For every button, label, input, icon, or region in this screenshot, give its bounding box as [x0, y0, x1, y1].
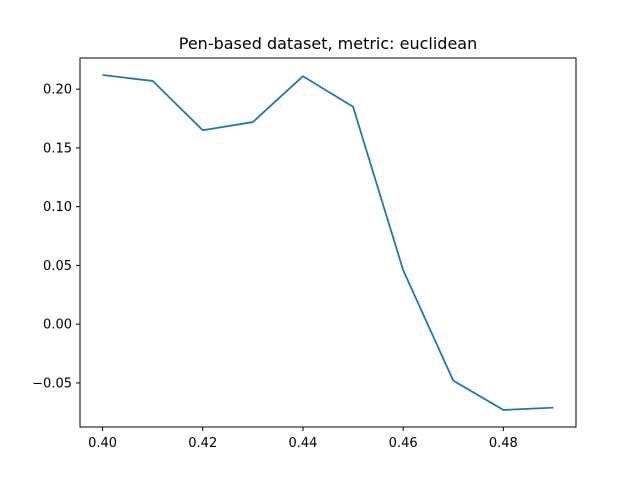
plot-area-frame: [79, 57, 577, 428]
y-tick-label: 0.20: [43, 83, 72, 98]
y-tick-label: 0.15: [43, 141, 72, 156]
x-tick-label: 0.46: [389, 436, 418, 451]
y-axis: −0.05 0.00 0.05 0.10 0.15 0.20: [32, 83, 80, 391]
x-tick-label: 0.44: [288, 436, 317, 451]
x-tick-label: 0.48: [489, 436, 518, 451]
y-tick-label: −0.05: [32, 376, 72, 391]
y-tick-label: 0.00: [43, 318, 72, 333]
chart-title: Pen-based dataset, metric: euclidean: [179, 34, 478, 53]
y-tick-label: 0.05: [43, 259, 72, 274]
x-tick-label: 0.42: [188, 436, 217, 451]
x-axis: 0.40 0.42 0.44 0.46 0.48: [88, 427, 518, 451]
series-line-0: [102, 74, 554, 411]
y-tick-label: 0.10: [43, 200, 72, 215]
series-layer: [102, 74, 554, 411]
x-tick-label: 0.40: [88, 436, 117, 451]
